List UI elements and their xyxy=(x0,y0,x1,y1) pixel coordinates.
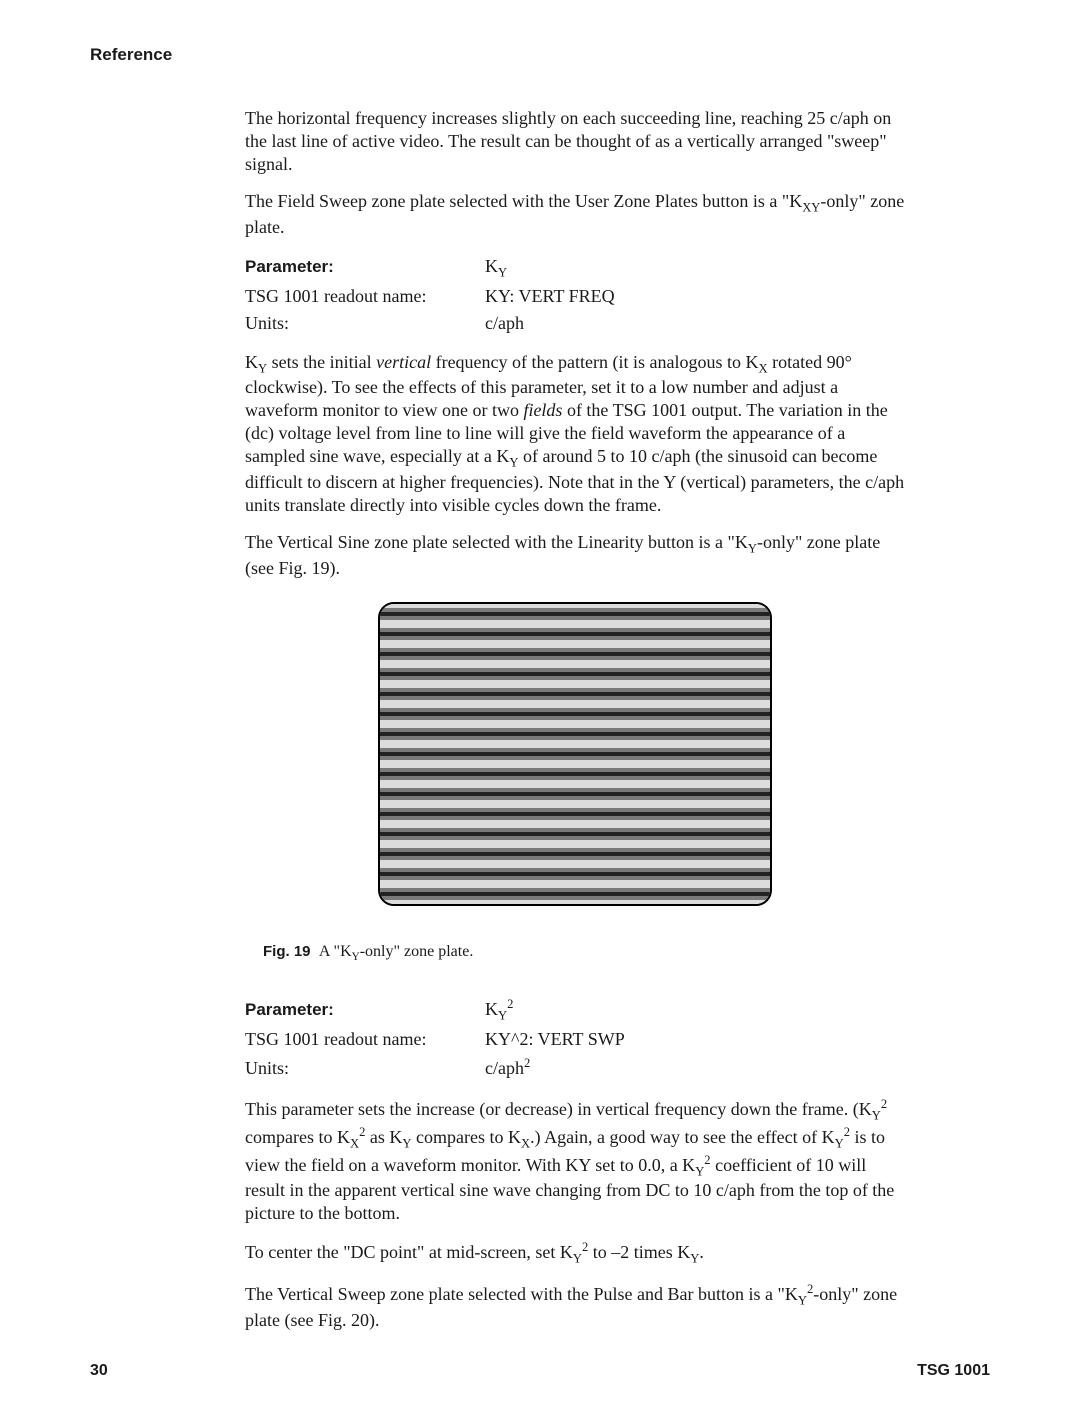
text: The Vertical Sine zone plate selected wi… xyxy=(245,532,748,552)
superscript-2: 2 xyxy=(881,1097,887,1111)
subscript-y: Y xyxy=(748,542,757,556)
text: .) Again, a good way to see the effect o… xyxy=(530,1127,835,1147)
label-parameter: Parameter: xyxy=(245,994,485,1026)
page-number: 30 xyxy=(90,1362,108,1380)
subscript-y: Y xyxy=(509,456,518,470)
zoneplate-image xyxy=(378,602,772,906)
subscript-xy: XY xyxy=(802,201,820,215)
superscript-2: 2 xyxy=(507,997,513,1011)
subscript-y: Y xyxy=(690,1252,699,1266)
section-header: Reference xyxy=(90,45,990,65)
subscript-y: Y xyxy=(872,1109,881,1123)
text: -only" zone plate. xyxy=(360,943,474,960)
text: compares to K xyxy=(245,1127,350,1147)
subscript-x: X xyxy=(350,1137,359,1151)
subscript-y: Y xyxy=(695,1164,704,1178)
subscript-y: Y xyxy=(498,265,507,279)
superscript-2: 2 xyxy=(524,1056,530,1070)
table-row: Parameter: KY xyxy=(245,253,615,283)
paragraph-intro-2: The Field Sweep zone plate selected with… xyxy=(245,190,905,239)
text: as K xyxy=(365,1127,402,1147)
text: c/aph xyxy=(485,1058,524,1078)
label-units: Units: xyxy=(245,310,485,337)
subscript-y: Y xyxy=(835,1137,844,1151)
label-parameter: Parameter: xyxy=(245,253,485,283)
subscript-x: X xyxy=(521,1137,530,1151)
page-footer: 30 TSG 1001 xyxy=(90,1362,990,1380)
text: The Field Sweep zone plate selected with… xyxy=(245,191,802,211)
text: sets the initial xyxy=(267,352,376,372)
paragraph-ky2-vertsweep: The Vertical Sweep zone plate selected w… xyxy=(245,1281,905,1332)
text: K xyxy=(485,999,498,1019)
table-row: TSG 1001 readout name: KY^2: VERT SWP xyxy=(245,1026,625,1053)
label-units: Units: xyxy=(245,1053,485,1082)
paragraph-ky2-body: This parameter sets the increase (or dec… xyxy=(245,1096,905,1225)
text: compares to K xyxy=(411,1127,520,1147)
zoneplate-svg xyxy=(380,604,770,904)
table-row: Units: c/aph2 xyxy=(245,1053,625,1082)
text: To center the "DC point" at mid-screen, … xyxy=(245,1242,573,1262)
table-row: TSG 1001 readout name: KY: VERT FREQ xyxy=(245,283,615,310)
parameter-table-ky: Parameter: KY TSG 1001 readout name: KY:… xyxy=(245,253,615,337)
value-parameter: KY2 xyxy=(485,994,625,1026)
subscript-y: Y xyxy=(498,1009,507,1023)
italic-vertical: vertical xyxy=(376,352,431,372)
subscript-x: X xyxy=(758,361,767,375)
caption-label: Fig. 19 xyxy=(263,943,311,960)
italic-fields: fields xyxy=(523,400,562,420)
table-row: Parameter: KY2 xyxy=(245,994,625,1026)
paragraph-ky-body: KY sets the initial vertical frequency o… xyxy=(245,351,905,518)
text: frequency of the pattern (it is analogou… xyxy=(431,352,758,372)
paragraph-ky2-center: To center the "DC point" at mid-screen, … xyxy=(245,1239,905,1267)
model-number: TSG 1001 xyxy=(917,1362,990,1380)
label-readout: TSG 1001 readout name: xyxy=(245,1026,485,1053)
text: This parameter sets the increase (or dec… xyxy=(245,1099,872,1119)
text: The Vertical Sweep zone plate selected w… xyxy=(245,1284,798,1304)
subscript-y: Y xyxy=(258,361,267,375)
text: A "K xyxy=(319,943,352,960)
text: K xyxy=(485,256,498,276)
value-units: c/aph xyxy=(485,310,615,337)
label-readout: TSG 1001 readout name: xyxy=(245,283,485,310)
value-readout: KY^2: VERT SWP xyxy=(485,1026,625,1053)
text: . xyxy=(699,1242,704,1262)
value-readout: KY: VERT FREQ xyxy=(485,283,615,310)
figure-caption: Fig. 19 A "KY-only" zone plate. xyxy=(263,942,905,965)
figure-19: Fig. 19 A "KY-only" zone plate. xyxy=(245,602,905,965)
paragraph-intro-1: The horizontal frequency increases sligh… xyxy=(245,107,905,176)
value-units: c/aph2 xyxy=(485,1053,625,1082)
page: Reference The horizontal frequency incre… xyxy=(0,0,1080,1420)
subscript-y: Y xyxy=(573,1252,582,1266)
value-parameter: KY xyxy=(485,253,615,283)
text: to –2 times K xyxy=(588,1242,690,1262)
paragraph-ky-vertsine: The Vertical Sine zone plate selected wi… xyxy=(245,531,905,580)
body-content: The horizontal frequency increases sligh… xyxy=(245,107,905,1332)
subscript-y: Y xyxy=(352,951,360,963)
subscript-y: Y xyxy=(798,1294,807,1308)
parameter-table-ky2: Parameter: KY2 TSG 1001 readout name: KY… xyxy=(245,994,625,1082)
table-row: Units: c/aph xyxy=(245,310,615,337)
